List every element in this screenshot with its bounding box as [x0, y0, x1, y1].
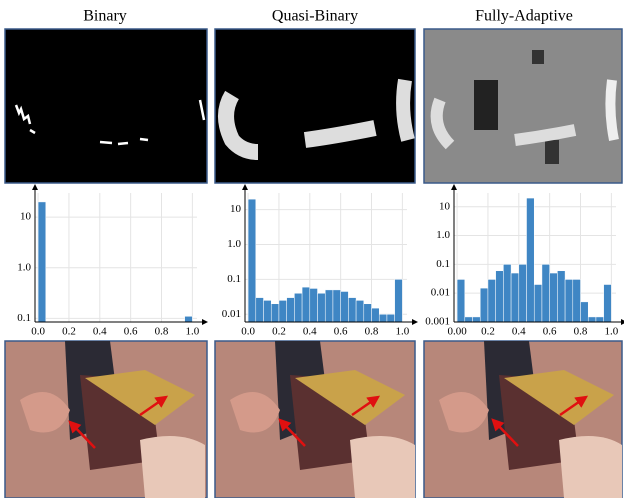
bar: [503, 264, 511, 322]
figure: Binary 0.1 1.0 10 0.0 0.2 0.4 0.6 0.8 1.0 Quasi-Bi…: [0, 0, 624, 498]
x-tick-label: 0.6: [543, 326, 557, 338]
x-tick-label: 0.0: [31, 326, 45, 338]
bar: [519, 264, 527, 322]
bar: [473, 317, 481, 322]
photo-fully-adaptive: [424, 341, 622, 498]
bar: [550, 273, 558, 322]
bar: [542, 264, 550, 322]
photo-binary: [5, 341, 207, 498]
bar: [287, 298, 295, 322]
y-tick-label: 1.0: [17, 261, 31, 273]
chart-title: Quasi-Binary: [272, 8, 358, 25]
bar: [271, 304, 279, 322]
x-tick-label: 1.0: [395, 326, 409, 338]
x-tick-label: 0.8: [365, 326, 379, 338]
bar: [302, 287, 310, 322]
bar: [488, 279, 496, 322]
photo-quasi-binary: [215, 341, 415, 498]
bar: [511, 273, 519, 322]
y-tick-label: 10: [230, 203, 242, 215]
bar: [557, 271, 565, 322]
bar: [527, 198, 535, 322]
bar: [325, 290, 333, 322]
x-tick-label: 0.8: [155, 326, 169, 338]
chart-title: Binary: [83, 8, 127, 25]
bar: [38, 202, 46, 322]
x-tick-label: 0.2: [481, 326, 495, 338]
mask-binary: [5, 29, 207, 183]
bar: [185, 316, 193, 322]
bar: [534, 285, 542, 322]
x-tick-label: 1.0: [185, 326, 199, 338]
y-tick-label: 0.1: [227, 273, 241, 285]
bar: [364, 304, 372, 322]
x-tick-label: 0.8: [574, 326, 588, 338]
bar: [256, 298, 264, 322]
bar: [457, 279, 465, 322]
bar: [348, 298, 356, 322]
mask-fully-adaptive: [424, 29, 622, 183]
bar: [387, 314, 395, 322]
bar: [596, 317, 604, 322]
bar: [573, 279, 581, 322]
bar: [581, 302, 589, 322]
bar: [465, 317, 473, 322]
y-tick-label: 0.1: [17, 312, 31, 324]
y-tick-label: 0.01: [431, 287, 450, 299]
x-tick-label: 0.6: [124, 326, 138, 338]
y-tick-label: 0.01: [222, 308, 241, 320]
bar: [356, 300, 364, 322]
y-tick-label: 1.0: [436, 229, 450, 241]
x-tick-label: 0.4: [512, 326, 526, 338]
chart-title: Fully-Adaptive: [475, 8, 573, 25]
bar: [379, 314, 387, 322]
x-tick-label: 0.00: [447, 326, 467, 338]
y-tick-label: 10: [20, 211, 32, 223]
x-tick-label: 1.0: [604, 326, 618, 338]
bar: [496, 271, 504, 322]
bar: [264, 300, 272, 322]
bar: [294, 293, 302, 322]
mask-quasi-binary: [215, 29, 415, 183]
x-tick-label: 0.0: [241, 326, 255, 338]
bar: [341, 291, 349, 322]
bar: [310, 288, 318, 322]
y-tick-label: 10: [439, 200, 451, 212]
bar: [318, 293, 326, 322]
bar: [372, 308, 380, 322]
x-tick-label: 0.6: [334, 326, 348, 338]
bar: [395, 279, 403, 322]
bar: [604, 285, 612, 322]
x-tick-label: 0.4: [303, 326, 317, 338]
bar: [279, 300, 287, 322]
y-tick-label: 0.1: [436, 258, 450, 270]
x-tick-label: 0.2: [62, 326, 76, 338]
y-tick-label: 0.001: [425, 316, 450, 328]
x-tick-label: 0.2: [272, 326, 286, 338]
bar: [480, 288, 488, 322]
y-tick-label: 1.0: [227, 238, 241, 250]
x-tick-label: 0.4: [93, 326, 107, 338]
bar: [565, 279, 573, 322]
bar: [333, 290, 341, 322]
bar: [248, 199, 256, 322]
bar: [588, 317, 596, 322]
